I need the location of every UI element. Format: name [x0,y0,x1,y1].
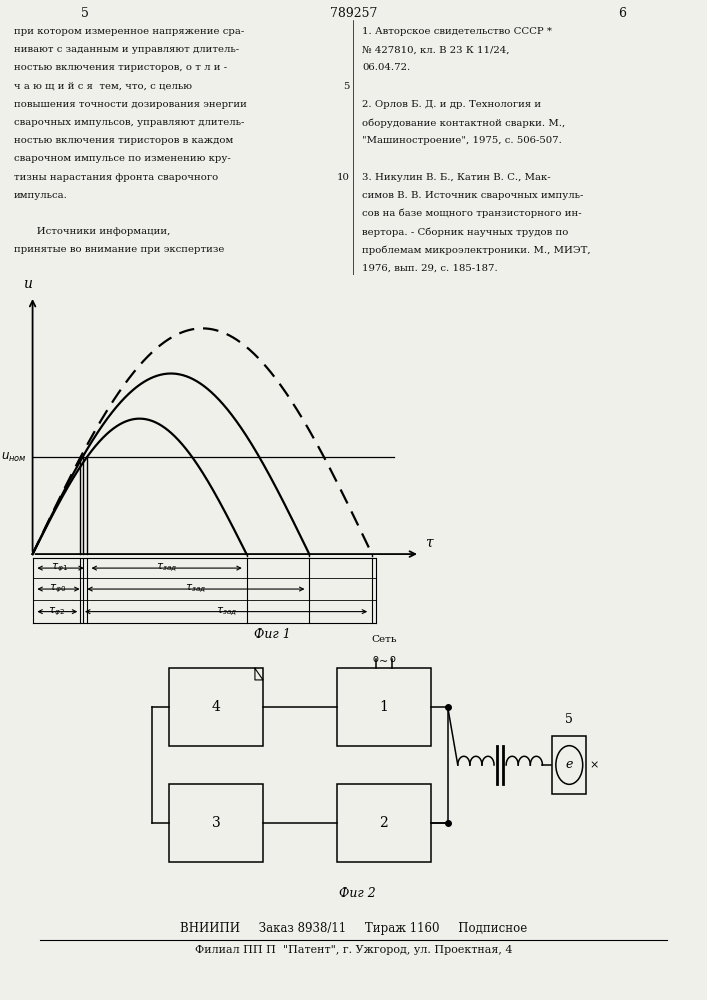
Text: ностью включения тиристоров в каждом: ностью включения тиристоров в каждом [14,136,233,145]
Text: ~: ~ [379,657,389,667]
Text: $\tau_{\varphi2}$: $\tau_{\varphi2}$ [48,605,65,618]
Bar [552,736,586,794]
Bar [337,784,431,862]
Text: o: o [373,654,379,664]
Text: сварочном импульсе по изменению кру-: сварочном импульсе по изменению кру- [14,154,230,163]
Text: $\tau_{зад}$: $\tau_{зад}$ [185,583,206,595]
Text: ч а ю щ и й с я  тем, что, с целью: ч а ю щ и й с я тем, что, с целью [14,82,192,91]
Bar [169,668,263,746]
Text: $\tau_{зад}$: $\tau_{зад}$ [156,562,177,574]
Text: $\tau_{\varphi0}$: $\tau_{\varphi0}$ [49,583,66,595]
Text: "Машиностроение", 1975, с. 506-507.: "Машиностроение", 1975, с. 506-507. [362,136,562,145]
Text: Филиал ПП П  "Патент", г. Ужгород, ул. Проектная, 4: Филиал ПП П "Патент", г. Ужгород, ул. Пр… [195,945,513,955]
Text: $\tau_{\varphi1}$: $\tau_{\varphi1}$ [51,562,68,574]
Text: симов В. В. Источник сварочных импуль-: симов В. В. Источник сварочных импуль- [362,191,583,200]
Text: Источники информации,: Источники информации, [14,227,170,236]
Text: 2. Орлов Б. Д. и др. Технология и: 2. Орлов Б. Д. и др. Технология и [362,100,541,109]
Text: 789257: 789257 [330,7,378,20]
Text: 3. Никулин В. Б., Катин В. С., Мак-: 3. Никулин В. Б., Катин В. С., Мак- [362,173,551,182]
Text: сов на базе мощного транзисторного ин-: сов на базе мощного транзисторного ин- [362,209,582,219]
Text: $\tau_{зад}$: $\tau_{зад}$ [216,605,237,618]
Text: Сеть: Сеть [371,635,397,644]
Text: при котором измеренное напряжение сра-: при котором измеренное напряжение сра- [14,27,244,36]
Text: ×: × [590,760,599,770]
Text: 06.04.72.: 06.04.72. [362,63,410,72]
Text: сварочных импульсов, управляют длитель-: сварочных импульсов, управляют длитель- [14,118,245,127]
Text: ностью включения тиристоров, о т л и -: ностью включения тиристоров, о т л и - [14,63,227,72]
Text: оборудование контактной сварки. М.,: оборудование контактной сварки. М., [362,118,566,127]
Text: Фиг 2: Фиг 2 [339,887,375,900]
Text: 3: 3 [211,816,221,830]
Text: 6: 6 [618,7,626,20]
Text: 1976, вып. 29, с. 185-187.: 1976, вып. 29, с. 185-187. [362,264,498,273]
Text: 5: 5 [81,7,89,20]
Text: τ: τ [426,535,433,549]
Text: № 427810, кл. В 23 К 11/24,: № 427810, кл. В 23 К 11/24, [362,45,510,54]
Text: $u_{ном}$: $u_{ном}$ [1,451,27,464]
Text: тизны нарастания фронта сварочного: тизны нарастания фронта сварочного [14,173,218,182]
Text: 5: 5 [566,713,573,726]
Text: 1. Авторское свидетельство СССР *: 1. Авторское свидетельство СССР * [362,27,552,36]
Text: e: e [566,758,573,772]
Text: 4: 4 [211,700,221,714]
Text: нивают с заданным и управляют длитель-: нивают с заданным и управляют длитель- [14,45,239,54]
Text: 1: 1 [380,700,388,714]
Text: 10: 10 [337,173,350,182]
Text: u: u [23,277,32,291]
Text: 2: 2 [380,816,388,830]
Text: вертора. - Сборник научных трудов по: вертора. - Сборник научных трудов по [362,227,568,237]
Text: o: o [389,654,395,664]
Text: повышения точности дозирования энергии: повышения точности дозирования энергии [14,100,247,109]
Text: принятые во внимание при экспертизе: принятые во внимание при экспертизе [14,245,224,254]
Text: 5: 5 [344,82,350,91]
Bar [337,668,431,746]
Text: ВНИИПИ     Заказ 8938/11     Тираж 1160     Подписное: ВНИИПИ Заказ 8938/11 Тираж 1160 Подписно… [180,922,527,935]
Text: импульса.: импульса. [14,191,68,200]
Bar [169,784,263,862]
Text: Фиг 1: Фиг 1 [254,628,291,641]
Text: проблемам микроэлектроники. М., МИЭТ,: проблемам микроэлектроники. М., МИЭТ, [362,245,590,255]
